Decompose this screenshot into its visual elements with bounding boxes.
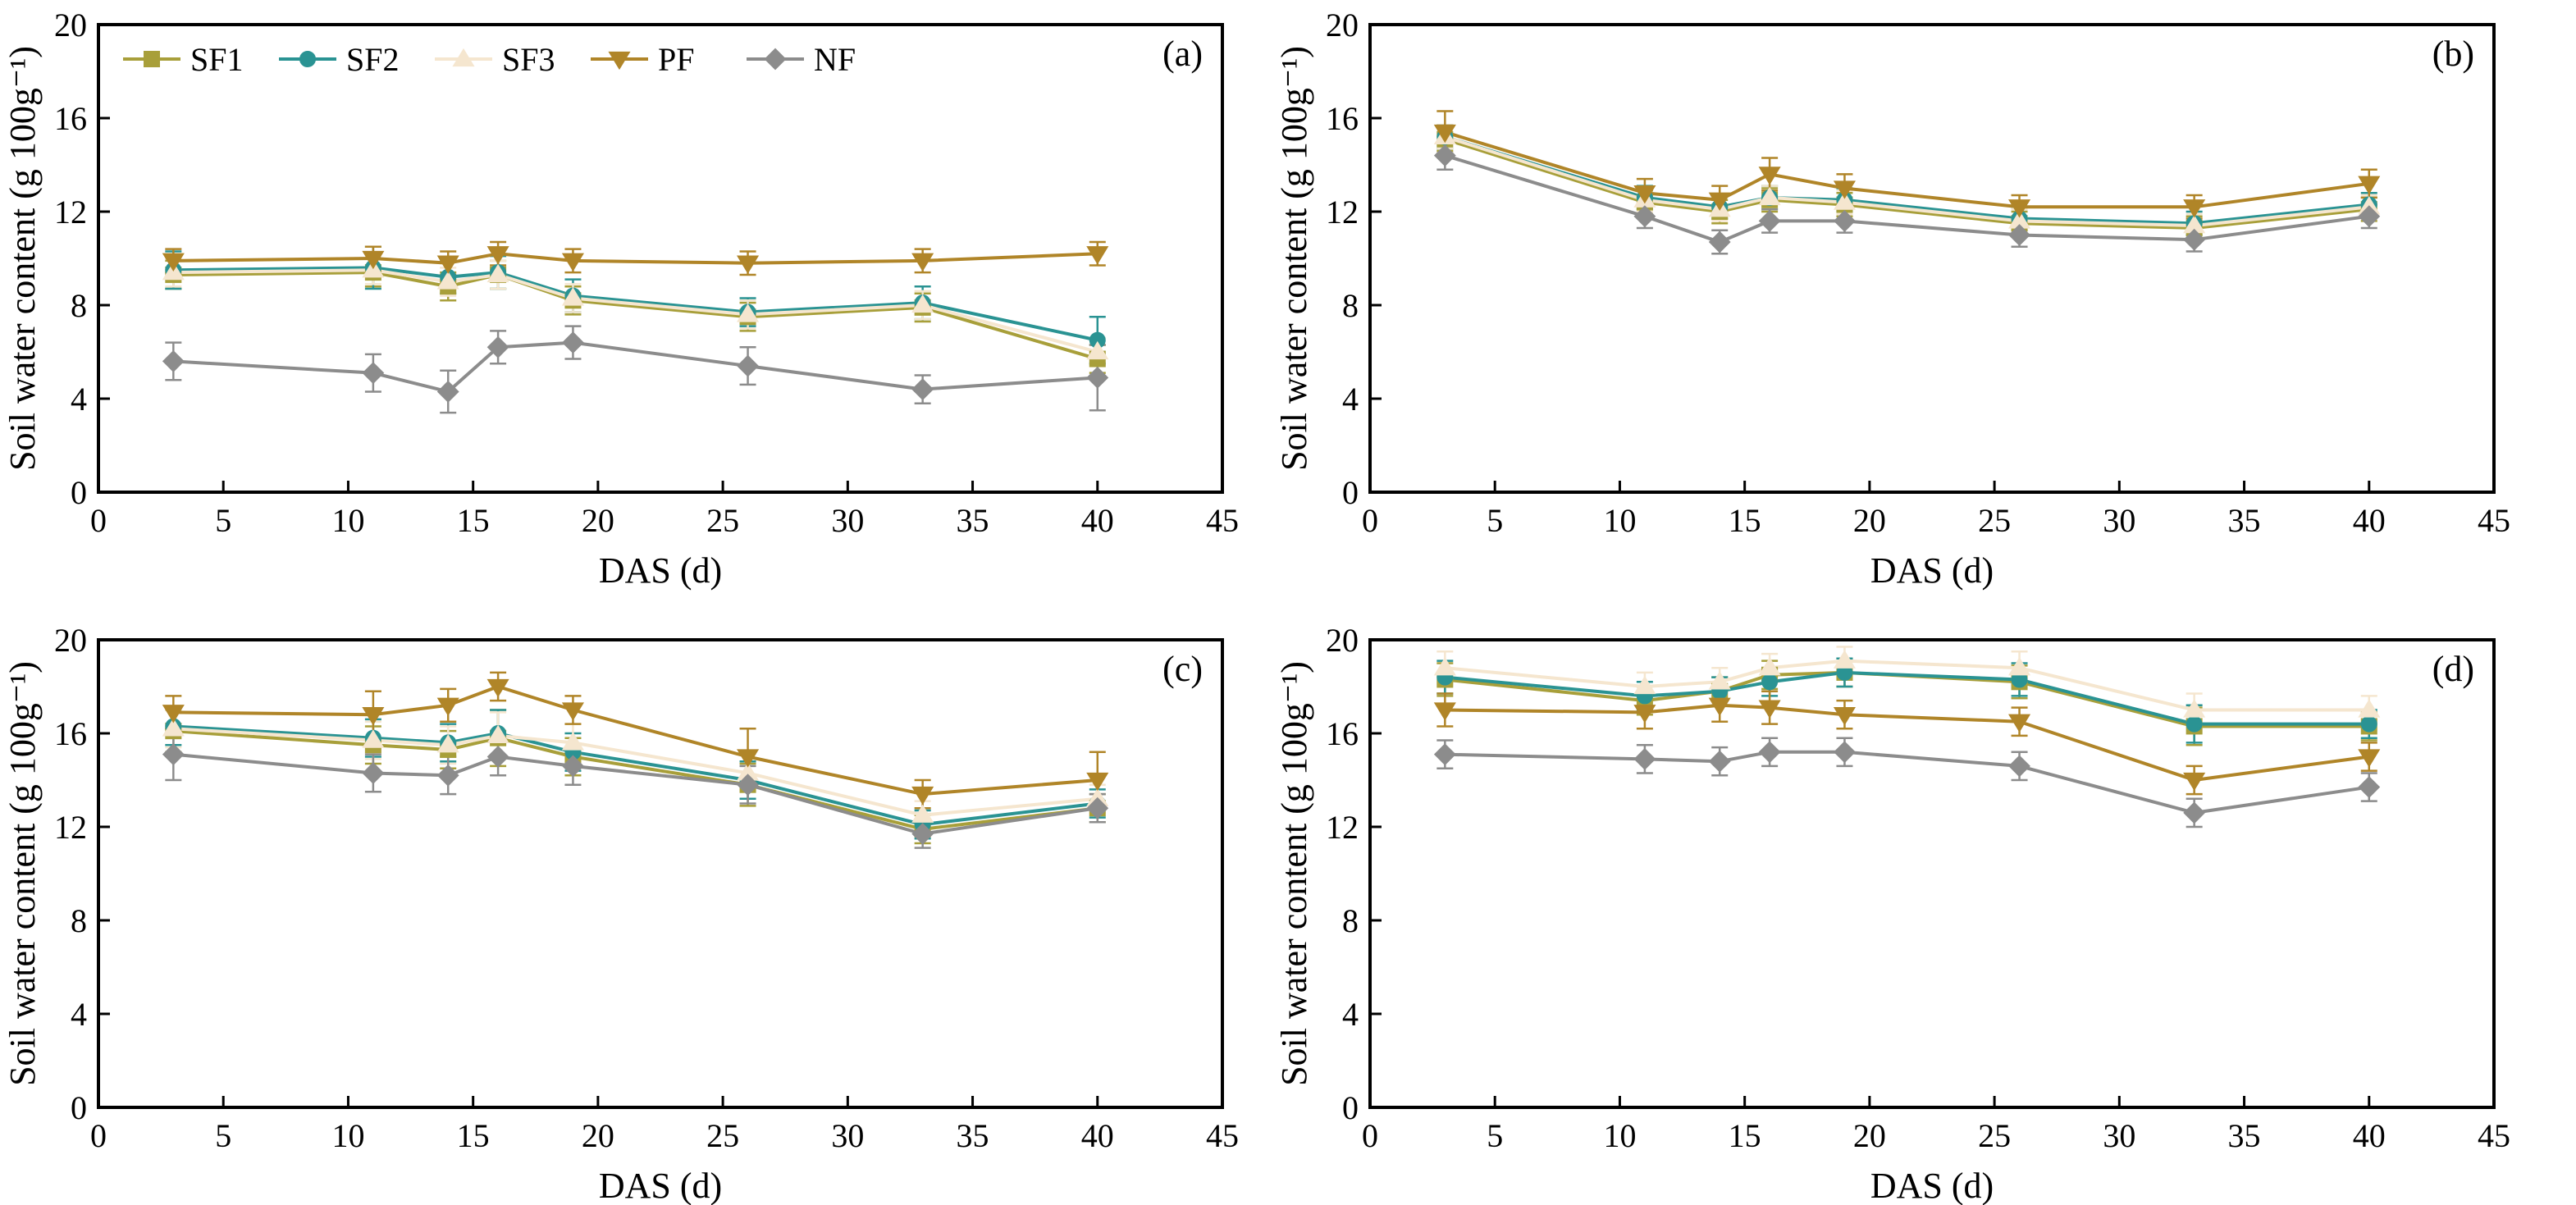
y-tick-label: 12 xyxy=(1326,194,1359,231)
x-tick-label: 0 xyxy=(90,502,107,539)
y-tick-label: 0 xyxy=(71,474,87,511)
x-tick-label: 10 xyxy=(331,1117,364,1154)
panel-label: (b) xyxy=(2432,34,2474,74)
x-tick-label: 0 xyxy=(1362,1117,1378,1154)
x-tick-label: 30 xyxy=(2103,1117,2135,1154)
x-axis-label: DAS (d) xyxy=(599,550,722,591)
y-tick-label: 0 xyxy=(71,1089,87,1126)
y-tick-label: 4 xyxy=(71,996,87,1033)
y-tick-label: 20 xyxy=(54,622,87,659)
legend-label-SF3: SF3 xyxy=(502,41,555,78)
x-tick-label: 30 xyxy=(831,1117,864,1154)
x-axis-label: DAS (d) xyxy=(1870,1166,1994,1205)
y-axis-label: Soil water content (g 100g⁻¹) xyxy=(1274,661,1314,1086)
x-tick-label: 25 xyxy=(706,1117,739,1154)
x-tick-label: 10 xyxy=(331,502,364,539)
panel-label: (d) xyxy=(2432,649,2474,689)
legend-marker-SF1 xyxy=(144,52,159,66)
legend-label-NF: NF xyxy=(814,41,856,78)
y-axis-label: Soil water content (g 100g⁻¹) xyxy=(1274,46,1314,471)
x-tick-label: 0 xyxy=(90,1117,107,1154)
x-tick-label: 20 xyxy=(582,1117,614,1154)
y-tick-label: 0 xyxy=(1342,474,1359,511)
figure-container: 051015202530354045DAS (d)048121620Soil w… xyxy=(0,0,2576,1205)
x-tick-label: 40 xyxy=(2353,502,2386,539)
x-tick-label: 5 xyxy=(215,1117,231,1154)
x-tick-label: 35 xyxy=(2228,502,2261,539)
panel-label: (c) xyxy=(1162,649,1203,689)
y-tick-label: 20 xyxy=(1326,7,1359,43)
y-tick-label: 16 xyxy=(54,100,87,137)
legend-label-SF1: SF1 xyxy=(190,41,244,78)
y-tick-label: 16 xyxy=(1326,100,1359,137)
y-tick-label: 16 xyxy=(54,715,87,752)
x-tick-label: 25 xyxy=(1978,502,2011,539)
x-tick-label: 45 xyxy=(2478,502,2510,539)
x-tick-label: 5 xyxy=(1487,502,1503,539)
x-tick-label: 35 xyxy=(957,502,989,539)
x-axis-label: DAS (d) xyxy=(1870,550,1994,591)
y-tick-label: 20 xyxy=(54,7,87,43)
x-tick-label: 10 xyxy=(1603,1117,1636,1154)
y-tick-label: 16 xyxy=(1326,715,1359,752)
y-tick-label: 4 xyxy=(1342,996,1359,1033)
y-tick-label: 4 xyxy=(71,381,87,418)
legend-label-SF2: SF2 xyxy=(346,41,400,78)
y-tick-label: 20 xyxy=(1326,622,1359,659)
legend-marker-SF2 xyxy=(300,52,315,66)
y-tick-label: 4 xyxy=(1342,381,1359,418)
x-tick-label: 15 xyxy=(457,1117,490,1154)
y-tick-label: 0 xyxy=(1342,1089,1359,1126)
x-axis-label: DAS (d) xyxy=(599,1166,722,1205)
panel-label: (a) xyxy=(1162,34,1203,74)
y-tick-label: 8 xyxy=(71,902,87,939)
y-tick-label: 8 xyxy=(1342,902,1359,939)
series-marker-SF2 xyxy=(2362,717,2377,732)
x-tick-label: 15 xyxy=(1729,502,1761,539)
x-tick-label: 40 xyxy=(1081,502,1114,539)
x-tick-label: 20 xyxy=(582,502,614,539)
series-marker-SF2 xyxy=(2187,717,2202,732)
figure-svg: 051015202530354045DAS (d)048121620Soil w… xyxy=(0,0,2576,1205)
x-tick-label: 25 xyxy=(706,502,739,539)
y-tick-label: 8 xyxy=(71,287,87,324)
x-tick-label: 20 xyxy=(1853,502,1886,539)
x-tick-label: 5 xyxy=(215,502,231,539)
x-tick-label: 45 xyxy=(2478,1117,2510,1154)
y-axis-label: Soil water content (g 100g⁻¹) xyxy=(2,46,43,471)
x-tick-label: 15 xyxy=(457,502,490,539)
x-tick-label: 45 xyxy=(1206,1117,1239,1154)
y-axis-label: Soil water content (g 100g⁻¹) xyxy=(2,661,43,1086)
x-tick-label: 45 xyxy=(1206,502,1239,539)
x-tick-label: 15 xyxy=(1729,1117,1761,1154)
x-tick-label: 30 xyxy=(2103,502,2135,539)
x-tick-label: 10 xyxy=(1603,502,1636,539)
y-tick-label: 12 xyxy=(54,809,87,846)
y-tick-label: 8 xyxy=(1342,287,1359,324)
x-tick-label: 40 xyxy=(1081,1117,1114,1154)
x-tick-label: 35 xyxy=(957,1117,989,1154)
y-tick-label: 12 xyxy=(1326,809,1359,846)
x-tick-label: 40 xyxy=(2353,1117,2386,1154)
x-tick-label: 35 xyxy=(2228,1117,2261,1154)
legend-label-PF: PF xyxy=(658,41,695,78)
x-tick-label: 5 xyxy=(1487,1117,1503,1154)
x-tick-label: 25 xyxy=(1978,1117,2011,1154)
series-marker-SF2 xyxy=(1762,674,1777,689)
y-tick-label: 12 xyxy=(54,194,87,231)
x-tick-label: 20 xyxy=(1853,1117,1886,1154)
x-tick-label: 30 xyxy=(831,502,864,539)
x-tick-label: 0 xyxy=(1362,502,1378,539)
